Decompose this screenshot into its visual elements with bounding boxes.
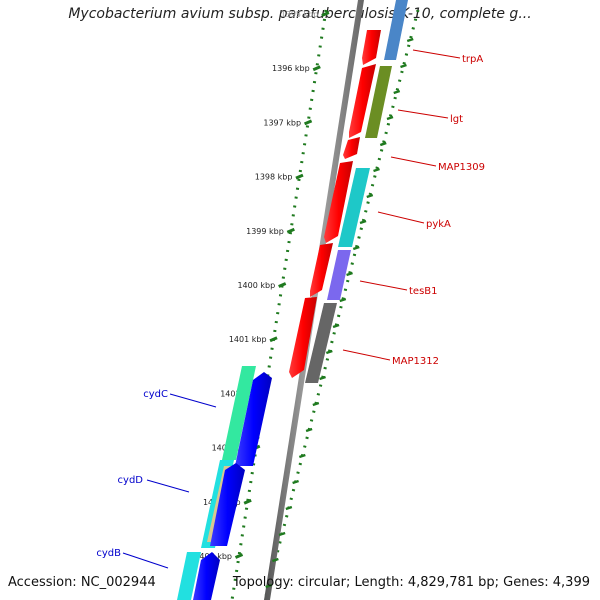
ruler-tick bbox=[278, 282, 287, 288]
ruler-minor-tick bbox=[379, 141, 387, 147]
ruler-track bbox=[230, 9, 420, 600]
gene-block-cydB[interactable] bbox=[177, 552, 201, 600]
gene-label-cydC[interactable]: cydC bbox=[143, 389, 168, 400]
ruler-minor-tick bbox=[278, 531, 286, 537]
ruler-minor-tick bbox=[373, 167, 380, 173]
gene-label-lgt[interactable]: lgt bbox=[450, 114, 463, 125]
reverse-cds-arrow[interactable] bbox=[210, 463, 245, 546]
reverse-cds-arrow[interactable] bbox=[235, 372, 272, 466]
gene-block-lgt[interactable] bbox=[365, 66, 392, 138]
ruler-minor-tick bbox=[359, 219, 367, 225]
gene-label-cydD[interactable]: cydD bbox=[118, 475, 144, 486]
ruler-tick bbox=[286, 227, 295, 234]
ruler-tick-label: 1399 kbp bbox=[246, 227, 284, 236]
gene-label-pykA[interactable]: pykA bbox=[426, 219, 451, 230]
ruler-labels: 1395 kbp 1396 kbp 1397 kbp 1398 kbp 1399 kbp… bbox=[194, 10, 318, 561]
ruler-tick-label: 1398 kbp bbox=[255, 173, 293, 182]
gene-block-cydC[interactable] bbox=[222, 366, 256, 460]
ruler-minor-tick bbox=[312, 401, 320, 407]
forward-cds-arrow[interactable] bbox=[349, 64, 376, 138]
gene-label-MAP1309[interactable]: MAP1309 bbox=[438, 162, 485, 173]
ruler-minor-tick bbox=[352, 245, 360, 251]
forward-cds-arrow[interactable] bbox=[310, 243, 333, 297]
ruler-tick-label: 1400 kbp bbox=[237, 281, 275, 290]
ruler-minor-tick bbox=[265, 583, 273, 589]
gene-block-MAP1312[interactable] bbox=[305, 303, 337, 383]
forward-cds-track bbox=[289, 30, 381, 378]
ruler-minor-tick bbox=[285, 505, 293, 511]
ruler-tick-label: 1397 kbp bbox=[263, 118, 301, 127]
ruler-minor-tick bbox=[400, 63, 407, 69]
ruler-minor-tick bbox=[393, 89, 401, 95]
ruler-minor-tick bbox=[332, 323, 340, 329]
ruler-minor-tick bbox=[305, 427, 313, 433]
ruler-tick-label: 1395 kbp bbox=[281, 10, 319, 19]
reverse-gene-labels: cydC cydD cydB bbox=[96, 389, 168, 559]
ruler-minor-tick bbox=[298, 453, 306, 459]
accession-label: Accession: NC_002944 bbox=[8, 575, 156, 590]
gene-block-tesB1[interactable] bbox=[327, 250, 351, 300]
ruler-tick bbox=[295, 173, 304, 180]
ruler-tick-label: 1401 kbp bbox=[229, 335, 267, 344]
gene-block-pykA[interactable] bbox=[338, 168, 370, 247]
forward-cds-arrow[interactable] bbox=[343, 137, 360, 159]
forward-gene-track bbox=[305, 0, 408, 383]
gene-block-trpA[interactable] bbox=[384, 0, 408, 60]
ruler-tick bbox=[269, 336, 278, 343]
ruler-tick bbox=[312, 65, 321, 72]
ruler-tick-label: 1396 kbp bbox=[272, 64, 310, 73]
reverse-cds-arrow[interactable] bbox=[193, 552, 220, 600]
ruler-minor-tick bbox=[319, 375, 326, 381]
gene-label-MAP1312[interactable]: MAP1312 bbox=[392, 356, 439, 367]
reverse-cds-track bbox=[193, 372, 272, 600]
forward-cds-arrow[interactable] bbox=[289, 297, 317, 378]
map-title: Mycobacterium avium subsp. paratuberculo… bbox=[68, 6, 532, 22]
gene-label-cydB[interactable]: cydB bbox=[96, 548, 121, 559]
forward-cds-arrow[interactable] bbox=[362, 30, 381, 65]
ruler-tick bbox=[234, 553, 244, 559]
ruler-minor-tick bbox=[271, 557, 279, 563]
reverse-callouts bbox=[122, 393, 217, 569]
ruler-minor-tick bbox=[366, 193, 374, 199]
gene-label-trpA[interactable]: trpA bbox=[462, 54, 483, 65]
ruler-minor-tick bbox=[325, 349, 333, 355]
ruler-minor-tick bbox=[292, 479, 299, 485]
ruler-minor-tick bbox=[406, 37, 414, 43]
ruler-minor-tick bbox=[386, 115, 394, 121]
forward-callouts bbox=[342, 49, 461, 361]
ruler-tick bbox=[304, 119, 313, 126]
ruler-minor-tick bbox=[346, 271, 353, 277]
topology-label: Topology: circular; Length: 4,829,781 bp… bbox=[232, 575, 590, 590]
gene-label-tesB1[interactable]: tesB1 bbox=[409, 286, 438, 297]
ruler-ticks bbox=[234, 11, 414, 589]
forward-gene-labels: trpA lgt MAP1309 pykA tesB1 MAP1312 bbox=[392, 54, 485, 367]
ruler-tick bbox=[243, 498, 252, 505]
forward-cds-arrow[interactable] bbox=[324, 161, 353, 243]
ruler-tick bbox=[321, 11, 330, 17]
ruler-minor-tick bbox=[339, 297, 347, 303]
